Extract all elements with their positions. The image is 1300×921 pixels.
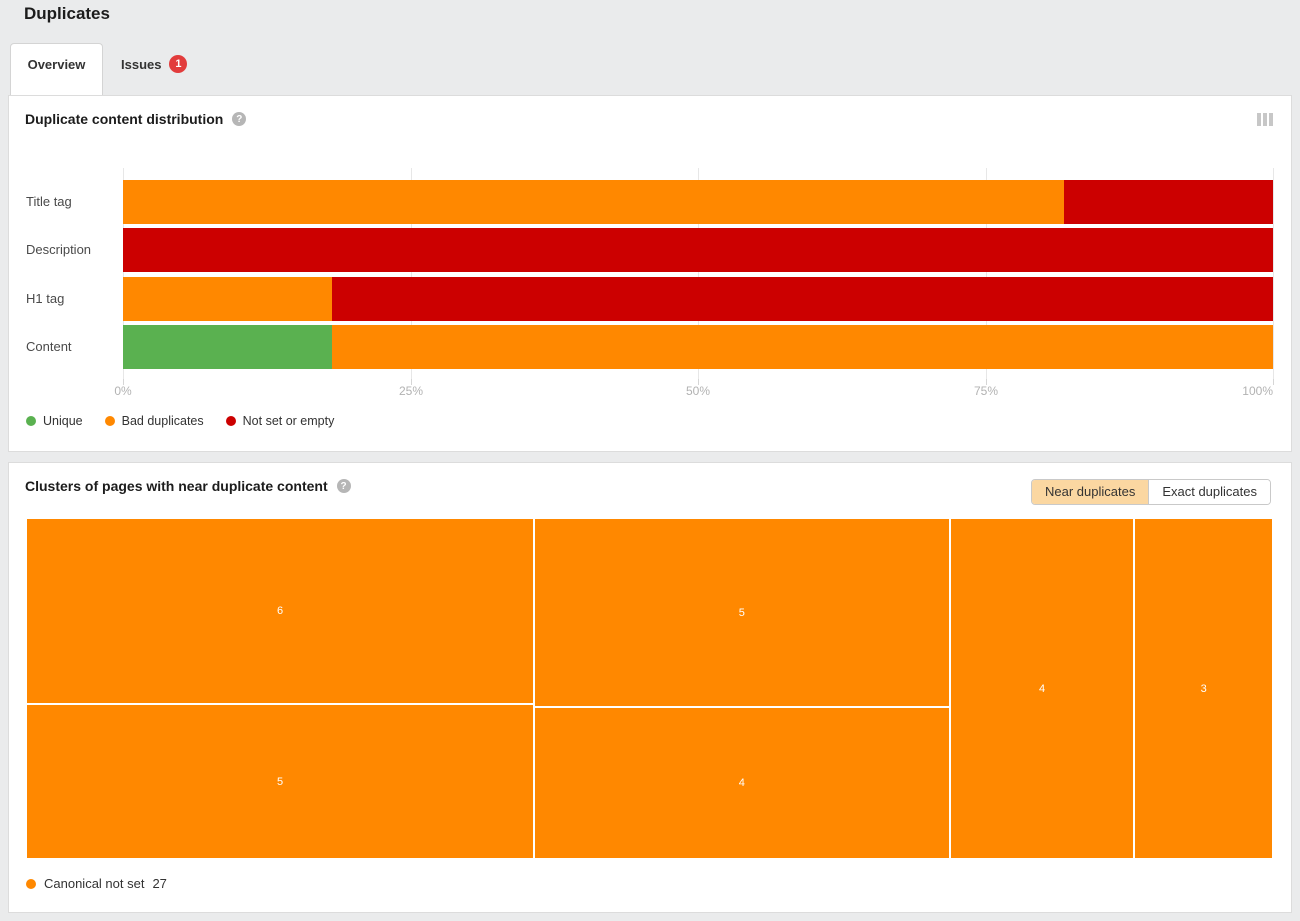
clusters-card-title: Clusters of pages with near duplicate co… — [25, 478, 351, 494]
duplicates-mode-toggle: Near duplicates Exact duplicates — [1031, 479, 1271, 505]
page-title: Duplicates — [24, 4, 110, 23]
legend-label: Not set or empty — [242, 414, 335, 428]
gridline — [411, 168, 412, 379]
treemap-cell[interactable]: 4 — [534, 707, 950, 859]
gridline — [1273, 168, 1274, 379]
x-axis-label: 75% — [973, 384, 999, 398]
treemap-cell[interactable]: 3 — [1134, 518, 1273, 859]
clusters-card: Clusters of pages with near duplicate co… — [8, 462, 1292, 913]
legend-dot — [26, 416, 36, 426]
clusters-title-text: Clusters of pages with near duplicate co… — [25, 478, 328, 494]
axis-tick — [986, 379, 987, 385]
x-axis-label: 0% — [114, 384, 132, 398]
axis-tick — [123, 379, 124, 385]
legend-label: Bad duplicates — [121, 414, 204, 428]
x-axis-label: 100% — [1242, 384, 1273, 398]
treemap-cell-value: 6 — [276, 605, 284, 617]
bar-segment[interactable] — [1063, 180, 1273, 224]
treemap-legend-item[interactable]: Canonical not set 27 — [26, 876, 167, 891]
legend-dot — [104, 416, 115, 426]
gridline — [986, 168, 987, 379]
near-duplicates-button[interactable]: Near duplicates — [1032, 480, 1149, 504]
legend-item-bad-duplicates[interactable]: Bad duplicates — [104, 414, 204, 428]
treemap-cell-value: 4 — [738, 777, 745, 790]
bar-row-content — [123, 325, 1273, 369]
clusters-treemap: 6 5 5 4 4 3 — [26, 518, 1273, 859]
treemap-cell-value: 5 — [276, 775, 284, 788]
category-label: Content — [26, 339, 72, 354]
help-icon[interactable]: ? — [336, 479, 351, 493]
gridline — [698, 168, 699, 379]
bar-segment[interactable] — [123, 325, 333, 369]
treemap-legend-label: Canonical not set — [44, 876, 145, 891]
bar-row-description — [123, 228, 1273, 272]
x-axis-label: 50% — [685, 384, 711, 398]
legend-item-not-set-or-empty[interactable]: Not set or empty — [225, 414, 335, 428]
treemap-cell[interactable]: 4 — [949, 518, 1135, 859]
columns-icon-bar — [1257, 113, 1261, 126]
axis-tick — [698, 379, 699, 385]
exact-duplicates-button[interactable]: Exact duplicates — [1148, 480, 1270, 504]
tab-overview[interactable]: Overview — [10, 43, 103, 95]
gridline — [123, 168, 124, 379]
bar-segment[interactable] — [123, 228, 1273, 272]
treemap-cell[interactable]: 6 — [26, 518, 535, 704]
bar-row-h1-tag — [123, 277, 1273, 321]
treemap-cell-value: 4 — [1039, 682, 1046, 695]
legend-item-unique[interactable]: Unique — [26, 414, 83, 428]
tab-issues-label: Issues — [121, 56, 162, 72]
treemap-legend-value: 27 — [152, 876, 167, 891]
distribution-title-text: Duplicate content distribution — [25, 111, 224, 127]
category-label: H1 tag — [26, 291, 65, 306]
help-icon[interactable]: ? — [232, 112, 247, 126]
distribution-legend: Unique Bad duplicates Not set or empty — [26, 414, 334, 428]
tab-overview-label: Overview — [27, 57, 86, 72]
axis-tick — [411, 379, 412, 385]
bar-row-title-tag — [123, 180, 1273, 224]
x-axis-label: 25% — [398, 384, 424, 398]
stacked-bar-plot: 0% 25% 50% 75% 100% — [114, 168, 1274, 398]
bar-segment[interactable] — [332, 277, 1273, 321]
treemap-cell[interactable]: 5 — [26, 704, 535, 859]
columns-icon-bar — [1269, 113, 1273, 126]
treemap-cell-value: 3 — [1200, 682, 1207, 695]
treemap-cell-value: 5 — [738, 606, 745, 619]
treemap-cell[interactable]: 5 — [534, 518, 950, 708]
category-label: Description — [26, 242, 92, 257]
bar-segment[interactable] — [123, 277, 333, 321]
tab-bar: Overview Issues 1 — [0, 43, 1300, 95]
distribution-card-title: Duplicate content distribution ? — [25, 111, 247, 127]
columns-menu-icon[interactable] — [1257, 113, 1273, 126]
columns-icon-bar — [1263, 113, 1267, 126]
bar-segment[interactable] — [123, 180, 1064, 224]
legend-dot — [225, 416, 236, 426]
duplicate-distribution-card: Duplicate content distribution ? Title t… — [8, 95, 1292, 452]
category-label: Title tag — [26, 194, 72, 209]
issues-count-badge: 1 — [169, 55, 188, 73]
tab-issues[interactable]: Issues 1 — [103, 43, 205, 85]
canonical-not-set-dot — [26, 878, 36, 889]
axis-tick — [1273, 379, 1274, 385]
bar-segment[interactable] — [332, 325, 1273, 369]
legend-label: Unique — [43, 414, 83, 428]
